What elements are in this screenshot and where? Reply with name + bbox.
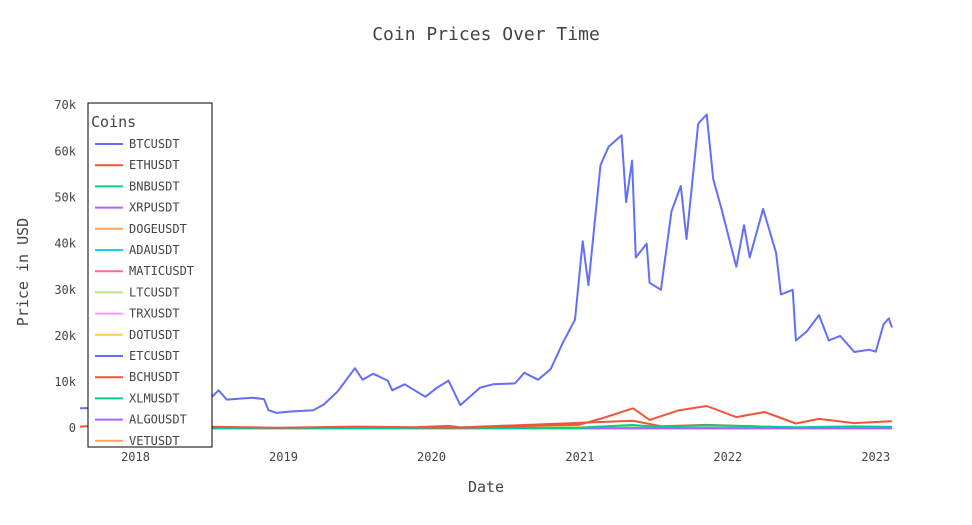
legend-item-bnbusdt[interactable]: BNBUSDT	[129, 179, 180, 193]
legend-item-bchusdt[interactable]: BCHUSDT	[129, 370, 180, 384]
legend-item-xlmusdt[interactable]: XLMUSDT	[129, 391, 180, 405]
legend-box	[87, 102, 213, 448]
legend: Coins BTCUSDT ETHUSDT BNBUSDT XRPUSDT DOGEUSD…	[87, 102, 213, 448]
y-axis: 0 10k 20k 30k 40k 50k 60k 70k	[54, 98, 76, 435]
x-tick-label: 2021	[565, 450, 594, 464]
y-tick-label: 60k	[54, 144, 76, 158]
legend-item-ethusdt[interactable]: ETHUSDT	[129, 158, 180, 172]
x-axis-title: Date	[468, 478, 504, 496]
x-tick-label: 2020	[417, 450, 446, 464]
y-tick-label: 70k	[54, 98, 76, 112]
legend-item-btcusdt[interactable]: BTCUSDT	[129, 137, 180, 151]
legend-item-ltcusdt[interactable]: LTCUSDT	[129, 285, 180, 299]
chart-title: Coin Prices Over Time	[372, 24, 600, 45]
x-tick-label: 2019	[269, 450, 298, 464]
legend-item-dogeusdt[interactable]: DOGEUSDT	[129, 222, 187, 236]
legend-item-adausdt[interactable]: ADAUSDT	[129, 243, 180, 257]
x-axis: 2018 2019 2020 2021 2022 2023	[121, 450, 890, 464]
x-tick-label: 2018	[121, 450, 150, 464]
legend-item-dotusdt[interactable]: DOTUSDT	[129, 328, 180, 342]
x-tick-label: 2022	[713, 450, 742, 464]
y-tick-label: 0	[69, 421, 76, 435]
x-tick-label: 2023	[861, 450, 890, 464]
y-tick-label: 10k	[54, 375, 76, 389]
legend-title: Coins	[91, 113, 136, 131]
series-line-btcusdt	[79, 113, 893, 414]
legend-item-etcusdt[interactable]: ETCUSDT	[129, 349, 180, 363]
y-tick-label: 50k	[54, 190, 76, 204]
legend-item-algousdt[interactable]: ALGOUSDT	[129, 413, 187, 427]
y-tick-label: 30k	[54, 283, 76, 297]
y-tick-label: 40k	[54, 237, 76, 251]
legend-item-xrpusdt[interactable]: XRPUSDT	[129, 201, 180, 215]
series-lines	[79, 113, 893, 430]
series-line-ethusdt	[79, 405, 893, 429]
y-tick-label: 20k	[54, 329, 76, 343]
legend-item-maticusdt[interactable]: MATICUSDT	[129, 264, 194, 278]
legend-item-vetusdt[interactable]: VETUSDT	[129, 434, 180, 448]
legend-item-trxusdt[interactable]: TRXUSDT	[129, 307, 180, 321]
y-axis-title: Price in USD	[14, 218, 32, 326]
